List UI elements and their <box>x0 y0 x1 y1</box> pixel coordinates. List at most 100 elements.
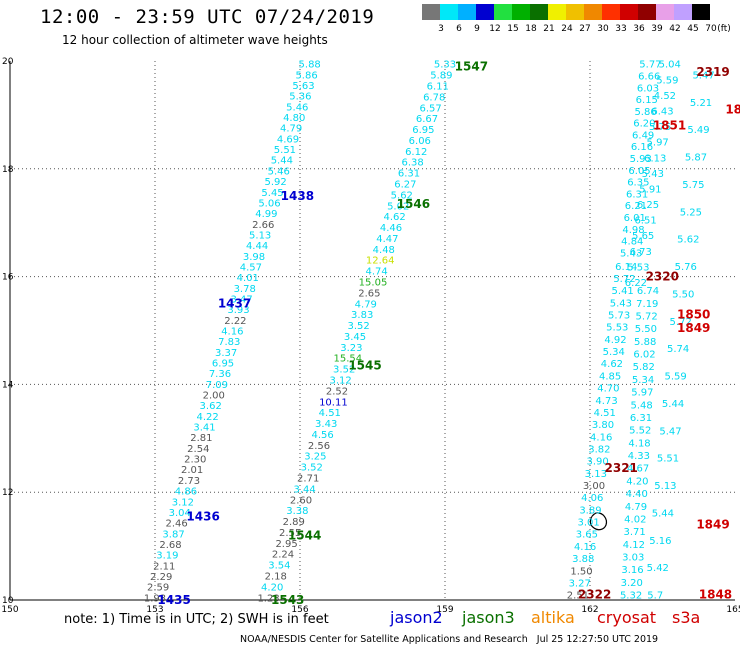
wave-height-value: 5.52 <box>629 426 651 437</box>
wave-height-value: 3.52 <box>301 463 323 474</box>
wave-height-value: 5.13 <box>249 230 271 241</box>
wave-height-value: 6.25 <box>637 200 659 211</box>
colorbar-label: 27 <box>579 24 591 34</box>
colorbar-label: 42 <box>669 24 681 34</box>
pass-label: 1544 <box>288 528 321 542</box>
wave-height-value: 6.35 <box>627 178 649 189</box>
wave-height-value: 6.27 <box>394 179 416 190</box>
wave-height-value: 5.02 <box>387 201 409 212</box>
legend-item-altika: altika <box>531 608 575 627</box>
wave-height-value: 3.47 <box>230 294 252 305</box>
wave-height-value: 6.22 <box>625 278 647 289</box>
wave-height-value: 6.06 <box>409 136 431 147</box>
wave-height-value: 2.81 <box>190 433 212 444</box>
colorbar-label: 30 <box>597 24 609 34</box>
wave-height-value: 5.33 <box>434 60 456 71</box>
wave-height-value: 5.44 <box>662 399 684 410</box>
wave-height-value: 3.80 <box>592 420 614 431</box>
wave-height-value: 5.47 <box>692 70 714 81</box>
colorbar-swatch <box>656 4 674 20</box>
colorbar-swatch <box>566 4 584 20</box>
wave-height-value: 4.52 <box>654 91 676 102</box>
pass-label: 1849 <box>677 321 710 335</box>
wave-height-value: 12.64 <box>366 256 395 267</box>
wave-height-value: 4.02 <box>624 514 646 525</box>
wave-height-value: 5.76 <box>675 262 697 273</box>
pass-label: 1437 <box>218 297 251 311</box>
wave-height-value: 2.59 <box>147 583 169 594</box>
colorbar-swatch <box>692 4 710 20</box>
wave-height-value: 6.51 <box>634 216 656 227</box>
colorbar-swatch <box>458 4 476 20</box>
page-subtitle: 12 hour collection of altimeter wave hei… <box>62 33 328 47</box>
wave-height-value: 4.16 <box>574 542 596 553</box>
wave-height-value: 6.67 <box>416 114 438 125</box>
colorbar-label: 3 <box>438 24 444 34</box>
pass-label: 1850 <box>725 103 740 117</box>
wave-height-value: 6.95 <box>212 359 234 370</box>
wave-height-value: 5.72 <box>635 311 657 322</box>
wave-height-value: 3.00 <box>583 481 605 492</box>
wave-height-value: 4.62 <box>601 359 623 370</box>
colorbar-label: 45 <box>687 24 699 34</box>
wave-height-value: 7.36 <box>209 369 231 380</box>
wave-height-value: 5.72 <box>613 274 635 285</box>
wave-height-value: 2.29 <box>150 572 172 583</box>
colorbar-swatch <box>512 4 530 20</box>
wave-height-value: 4.74 <box>365 267 387 278</box>
wave-height-value: 6.21 <box>625 201 647 212</box>
x-tick-label: 162 <box>581 605 598 615</box>
wave-height-value: 3.71 <box>623 527 645 538</box>
wave-height-value: 5.89 <box>430 71 452 82</box>
wave-height-value: 5.21 <box>690 98 712 109</box>
wave-height-value: 3.16 <box>621 565 643 576</box>
wave-height-value: 5.88 <box>299 60 321 71</box>
wave-height-value: 4.51 <box>594 408 616 419</box>
wave-height-value: 3.82 <box>588 444 610 455</box>
wave-height-value: 6.95 <box>412 125 434 136</box>
wave-height-value: 5.45 <box>261 188 283 199</box>
wave-height-value: 4.18 <box>628 438 650 449</box>
wave-height-value: 2.56 <box>308 441 330 452</box>
wave-height-value: 2.00 <box>203 391 225 402</box>
wave-height-value: 10.11 <box>319 397 348 408</box>
wave-height-value: 3.41 <box>193 423 215 434</box>
wave-height-value: 2.46 <box>166 519 188 530</box>
x-tick-label: 165 <box>726 605 740 615</box>
wave-height-value: 5.16 <box>649 536 671 547</box>
wave-height-value: 4.57 <box>240 262 262 273</box>
wave-height-value: 2.89 <box>283 517 305 528</box>
wave-height-value: 4.44 <box>246 241 268 252</box>
wave-height-value: 4.69 <box>277 134 299 145</box>
wave-height-value: 5.82 <box>633 362 655 373</box>
wave-height-value: 2.60 <box>290 495 312 506</box>
wave-height-value: 4.79 <box>280 124 302 135</box>
wave-height-value: 4.70 <box>597 384 619 395</box>
wave-height-value: 5.87 <box>685 153 707 164</box>
wave-height-value: 6.16 <box>631 142 653 153</box>
wave-height-value: 3.25 <box>304 452 326 463</box>
wave-height-value: 2.66 <box>252 220 274 231</box>
wave-height-value: 5.88 <box>634 337 656 348</box>
colorbar-label: 24 <box>561 24 573 34</box>
wave-height-value: 7.19 <box>636 299 658 310</box>
wave-height-value: 4.01 <box>237 273 259 284</box>
wave-height-value: 4.80 <box>283 113 305 124</box>
wave-height-value: 5.51 <box>274 145 296 156</box>
wave-height-value: 4.33 <box>628 451 650 462</box>
wave-height-value: 5.59 <box>664 372 686 383</box>
wave-height-value: 5.51 <box>657 454 679 465</box>
wave-height-value: 5.34 <box>632 375 654 386</box>
legend-item-jason2: jason2 <box>390 608 443 627</box>
footer-credit: NOAA/NESDIS Center for Satellite Applica… <box>240 634 659 645</box>
wave-height-value: 6.01 <box>624 213 646 224</box>
wave-height-value: 3.45 <box>344 332 366 343</box>
wave-height-value: 3.19 <box>156 551 178 562</box>
pass-label: 2319 <box>696 65 729 79</box>
wave-height-value: 3.83 <box>351 310 373 321</box>
wave-height-value: 2.73 <box>178 476 200 487</box>
wave-height-value: 3.01 <box>578 518 600 529</box>
colorbar-swatch <box>476 4 494 20</box>
wave-height-value: 6.31 <box>626 189 648 200</box>
wave-height-value: 3.90 <box>586 457 608 468</box>
